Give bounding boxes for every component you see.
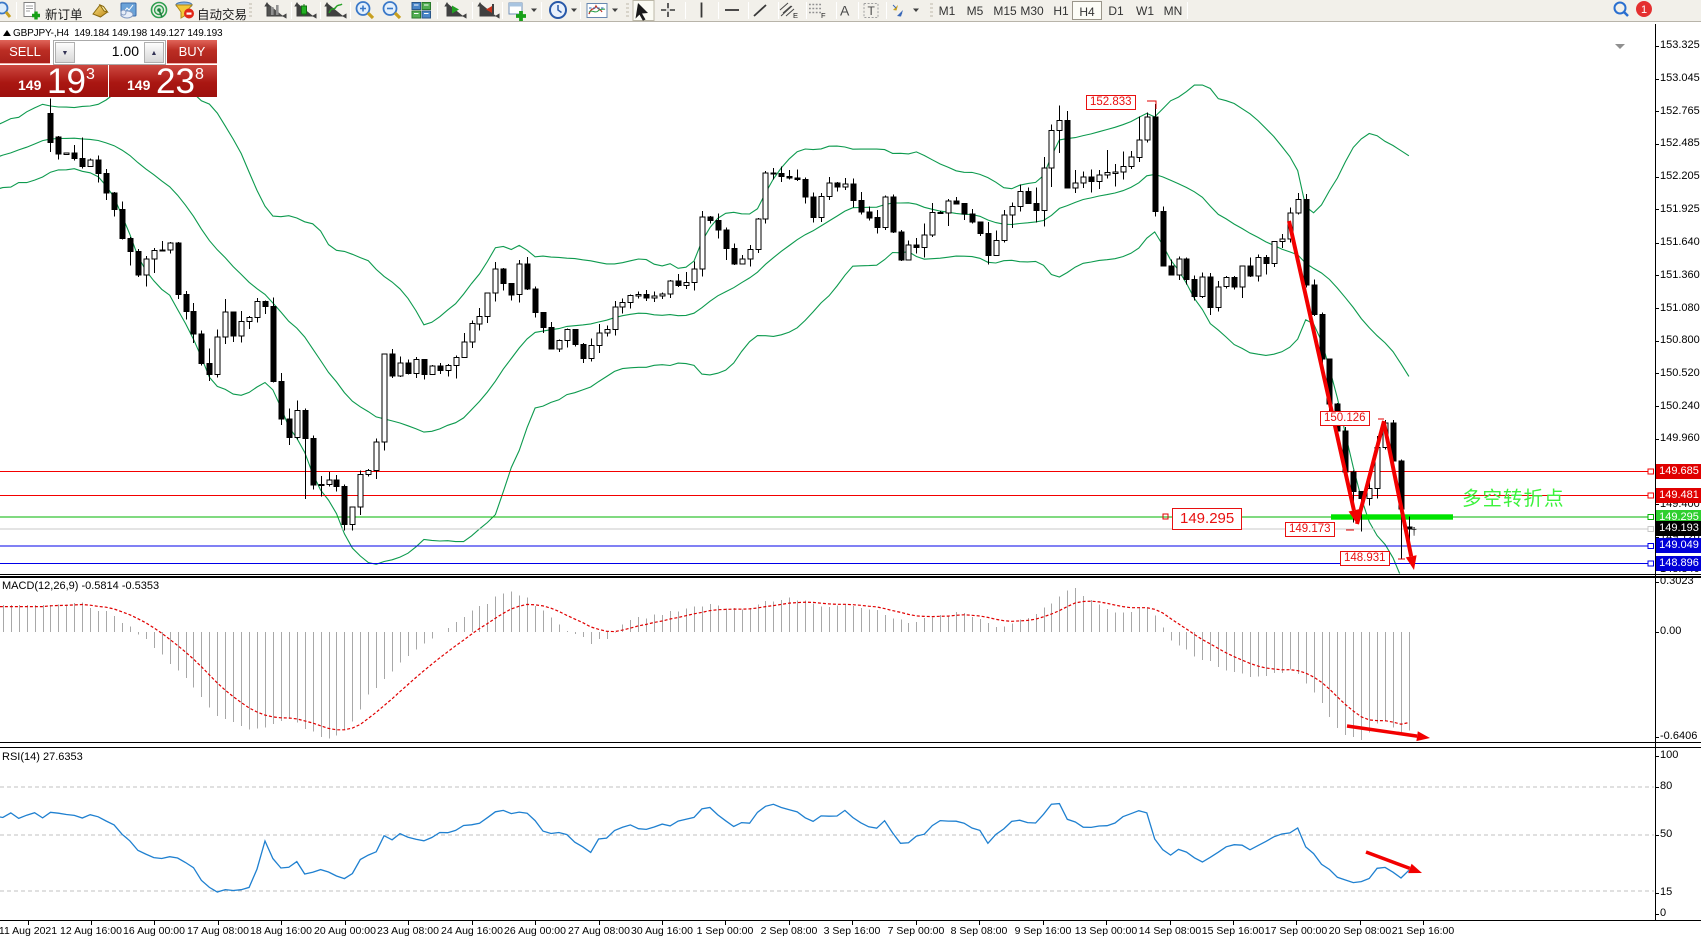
- svg-text:†: †: [1411, 526, 1417, 538]
- svg-text:E: E: [793, 11, 798, 20]
- svg-text:T: T: [868, 4, 876, 18]
- svg-text:F: F: [821, 11, 826, 20]
- svg-text:1: 1: [1641, 4, 1647, 16]
- svg-text:A: A: [840, 3, 850, 19]
